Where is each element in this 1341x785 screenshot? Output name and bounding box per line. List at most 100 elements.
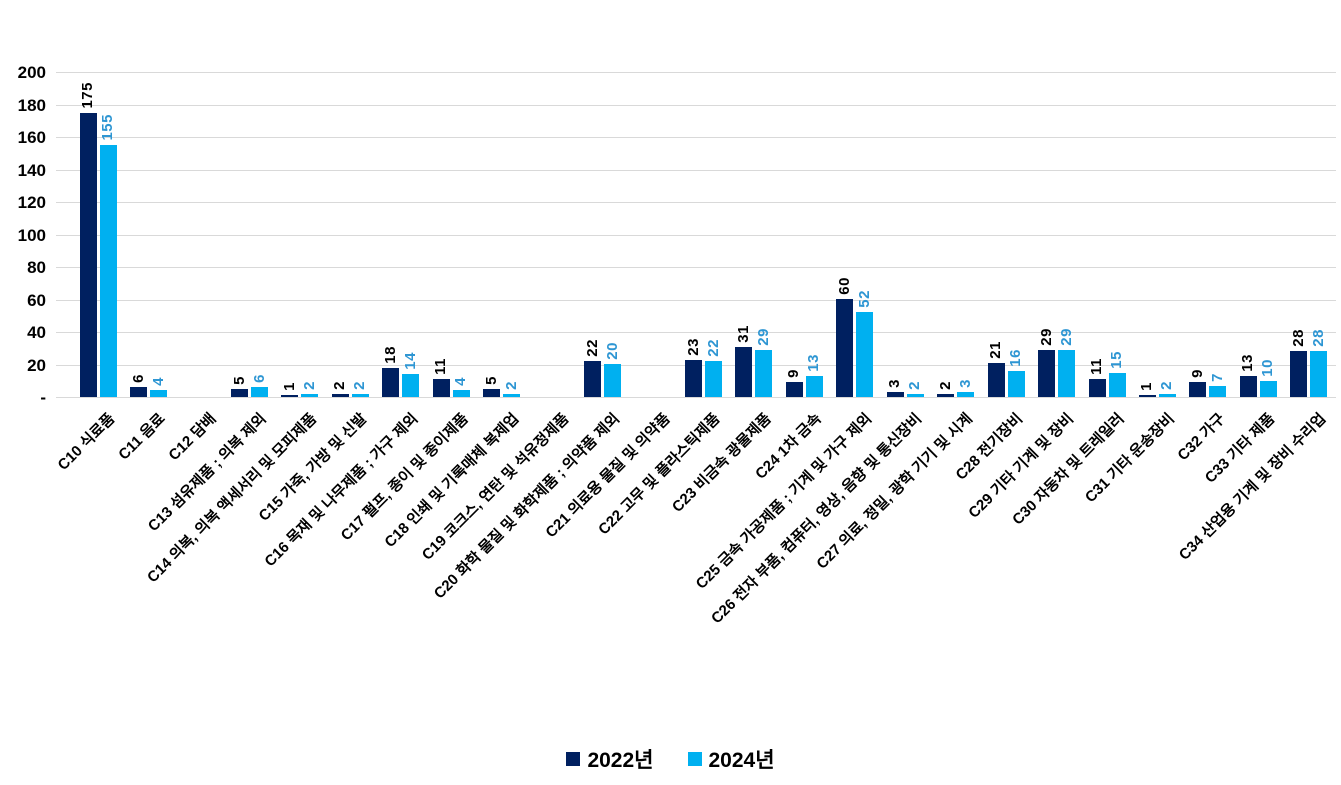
y-tick-200: 200 — [17, 63, 46, 82]
value-label-2024-c32: 7 — [1208, 373, 1226, 382]
legend-label-2022: 2022년 — [587, 749, 654, 772]
value-label-2024-c30: 15 — [1108, 351, 1126, 369]
value-label-2022-c24: 9 — [785, 369, 803, 378]
y-tick-40: 40 — [27, 323, 46, 342]
legend-label-2024: 2024년 — [708, 749, 775, 772]
gridline-100 — [56, 234, 1336, 236]
y-tick-0: - — [40, 388, 46, 407]
value-label-2022-c27: 2 — [936, 381, 954, 390]
gridline-80 — [56, 267, 1336, 268]
value-label-2022-c13: 5 — [230, 376, 248, 385]
bar-2024-c32 — [1209, 386, 1227, 397]
y-tick-140: 140 — [17, 160, 46, 180]
value-label-2024-c14: 2 — [300, 381, 318, 390]
bar-2024-c17 — [452, 390, 470, 397]
value-label-2022-c30: 11 — [1088, 358, 1106, 375]
value-label-2022-c14: 1 — [280, 382, 298, 391]
value-label-2022-c34: 28 — [1289, 329, 1307, 347]
bar-2022-c30 — [1088, 379, 1106, 397]
value-label-2022-c26: 3 — [886, 379, 904, 388]
value-label-2022-c31: 1 — [1138, 382, 1156, 391]
bar-2024-c10 — [99, 145, 117, 397]
value-label-2024-c22: 22 — [704, 339, 722, 357]
bar-2022-c31 — [1138, 395, 1156, 397]
value-label-2024-c24: 13 — [805, 354, 823, 372]
bar-2024-c34 — [1310, 351, 1328, 397]
value-label-2024-c27: 3 — [956, 379, 974, 388]
bar-2022-c26 — [886, 392, 904, 397]
value-label-2022-c25: 60 — [835, 277, 853, 295]
bar-2022-c29 — [1038, 350, 1056, 397]
value-label-2024-c25: 52 — [855, 290, 873, 308]
legend: 2022년 2024년 — [0, 744, 1341, 774]
legend-item-2022: 2022년 — [566, 744, 654, 774]
bar-2024-c29 — [1058, 350, 1076, 397]
bar-2024-c20 — [604, 364, 622, 397]
bar-2024-c23 — [755, 350, 773, 397]
x-tick-c10: C10 식료품 — [54, 410, 119, 474]
bar-2024-c33 — [1259, 381, 1277, 397]
gridline-60 — [56, 299, 1336, 301]
value-label-2024-c34: 28 — [1309, 329, 1327, 347]
bar-2022-c17 — [432, 379, 450, 397]
value-label-2024-c10: 155 — [99, 114, 117, 141]
bar-2024-c24 — [805, 376, 823, 397]
legend-swatch-2022 — [566, 752, 581, 766]
bar-2024-c15 — [351, 394, 369, 397]
value-label-2024-c17: 4 — [452, 377, 470, 386]
y-tick-20: 20 — [27, 355, 46, 375]
gridline-160 — [56, 137, 1336, 138]
bar-2022-c27 — [937, 394, 955, 397]
value-label-2024-c18: 2 — [502, 381, 520, 390]
value-label-2024-c26: 2 — [906, 381, 924, 390]
gridline-0 — [56, 397, 1336, 398]
bar-2024-c22 — [705, 361, 722, 397]
value-label-2022-c10: 175 — [79, 82, 97, 109]
bar-2022-c20 — [584, 361, 602, 397]
y-tick-120: 120 — [17, 193, 46, 212]
value-label-2022-c28: 21 — [987, 341, 1005, 359]
bar-2024-c13 — [251, 387, 269, 397]
value-label-2024-c31: 2 — [1158, 381, 1176, 390]
legend-item-2024: 2024년 — [687, 744, 775, 774]
bar-2022-c18 — [483, 389, 501, 397]
bar-2022-c15 — [331, 394, 349, 397]
gridline-40 — [56, 332, 1336, 333]
x-tick-c11: C11 음료 — [115, 410, 169, 464]
value-label-2022-c29: 29 — [1037, 328, 1055, 346]
bar-2022-c32 — [1189, 382, 1207, 397]
bar-2022-c23 — [735, 347, 753, 397]
value-label-2022-c11: 6 — [129, 374, 147, 383]
value-label-2024-c29: 29 — [1057, 328, 1075, 346]
value-label-2024-c16: 14 — [401, 352, 419, 370]
gridline-120 — [56, 202, 1336, 203]
value-label-2022-c20: 22 — [583, 339, 601, 357]
y-tick-180: 180 — [17, 95, 46, 115]
bar-2022-c34 — [1290, 351, 1308, 397]
bar-2024-c30 — [1108, 373, 1126, 397]
value-label-2024-c23: 29 — [754, 328, 772, 346]
value-label-2022-c22: 23 — [684, 338, 702, 356]
bar-2024-c28 — [1007, 371, 1025, 397]
value-label-2022-c16: 18 — [381, 346, 399, 364]
value-label-2024-c13: 6 — [250, 374, 268, 383]
value-label-2022-c18: 5 — [482, 376, 500, 385]
value-label-2024-c28: 16 — [1007, 349, 1025, 367]
legend-swatch-2024 — [687, 752, 702, 766]
bar-2022-c16 — [382, 368, 400, 397]
bar-2022-c10 — [79, 113, 97, 397]
bar-2024-c14 — [301, 394, 319, 397]
value-label-2022-c17: 11 — [432, 358, 450, 375]
bar-2022-c13 — [231, 389, 249, 397]
y-tick-100: 100 — [17, 225, 46, 245]
bar-2024-c18 — [503, 394, 521, 397]
value-label-2022-c23: 31 — [734, 325, 752, 343]
gridline-140 — [56, 169, 1336, 171]
bar-2024-c25 — [856, 312, 874, 397]
bar-2024-c16 — [402, 374, 420, 397]
value-label-2024-c20: 20 — [603, 342, 621, 360]
value-label-2022-c33: 13 — [1239, 354, 1257, 372]
bar-2024-c31 — [1158, 394, 1176, 397]
value-label-2022-c32: 9 — [1188, 369, 1206, 378]
